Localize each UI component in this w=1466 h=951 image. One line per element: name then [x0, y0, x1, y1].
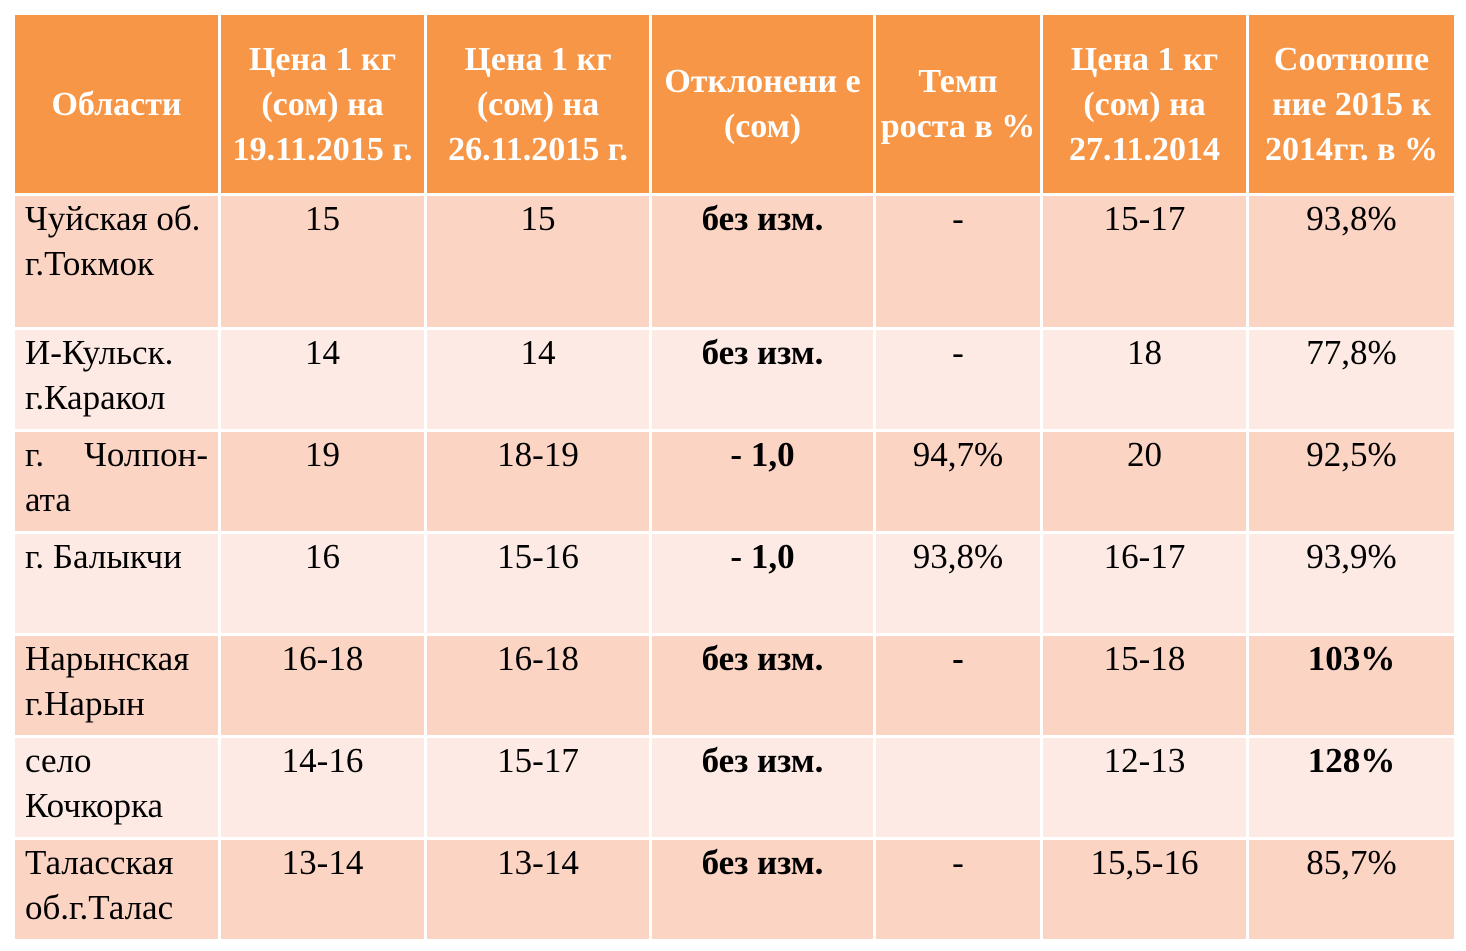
table-row: село Кочкорка 14-16 15-17 без изм. 12-13…	[12, 735, 1457, 840]
header-price-2015-11-26: Цена 1 кг (сом) на 26.11.2015 г.	[424, 12, 652, 196]
price-2015-11-19-cell: 15	[218, 193, 427, 330]
header-regions: Области	[12, 12, 221, 196]
price-2014-cell: 16-17	[1040, 531, 1249, 636]
deviation-cell: без изм.	[649, 633, 876, 738]
price-2014-cell: 20	[1040, 429, 1249, 534]
price-2014-cell: 15-17	[1040, 193, 1249, 330]
deviation-cell: без изм.	[649, 837, 876, 942]
price-2015-11-26-cell: 15-16	[424, 531, 652, 636]
deviation-cell: без изм.	[649, 193, 876, 330]
region-cell: Чуйская об. г.Токмок	[12, 193, 221, 330]
region-cell: село Кочкорка	[12, 735, 221, 840]
deviation-cell: без изм.	[649, 735, 876, 840]
price-table: Области Цена 1 кг (сом) на 19.11.2015 г.…	[12, 12, 1457, 942]
price-2015-11-19-cell: 16-18	[218, 633, 427, 738]
header-growth-rate: Темп роста в %	[873, 12, 1043, 196]
price-2014-cell: 18	[1040, 327, 1249, 432]
ratio-cell: 128%	[1246, 735, 1457, 840]
ratio-cell: 85,7%	[1246, 837, 1457, 942]
deviation-cell: - 1,0	[649, 429, 876, 534]
header-deviation: Отклонени е (сом)	[649, 12, 876, 196]
price-2015-11-26-cell: 13-14	[424, 837, 652, 942]
table-row: г. Балыкчи 16 15-16 - 1,0 93,8% 16-17 93…	[12, 531, 1457, 636]
ratio-cell: 93,8%	[1246, 193, 1457, 330]
price-2015-11-19-cell: 19	[218, 429, 427, 534]
price-2015-11-26-cell: 15-17	[424, 735, 652, 840]
price-2015-11-26-cell: 14	[424, 327, 652, 432]
ratio-cell: 92,5%	[1246, 429, 1457, 534]
ratio-cell: 77,8%	[1246, 327, 1457, 432]
deviation-cell: без изм.	[649, 327, 876, 432]
price-table-container: Области Цена 1 кг (сом) на 19.11.2015 г.…	[12, 12, 1457, 942]
price-2014-cell: 15-18	[1040, 633, 1249, 738]
growth-rate-cell: 94,7%	[873, 429, 1043, 534]
price-2015-11-19-cell: 14-16	[218, 735, 427, 840]
price-2015-11-19-cell: 16	[218, 531, 427, 636]
region-cell: г. Чолпон-ата	[12, 429, 221, 534]
price-2015-11-26-cell: 16-18	[424, 633, 652, 738]
header-row: Области Цена 1 кг (сом) на 19.11.2015 г.…	[12, 12, 1457, 196]
region-cell: г. Балыкчи	[12, 531, 221, 636]
region-cell: Нарынская г.Нарын	[12, 633, 221, 738]
price-2014-cell: 15,5-16	[1040, 837, 1249, 942]
header-price-2014-11-27: Цена 1 кг (сом) на 27.11.2014	[1040, 12, 1249, 196]
growth-rate-cell: -	[873, 633, 1043, 738]
price-2015-11-26-cell: 18-19	[424, 429, 652, 534]
price-2015-11-19-cell: 13-14	[218, 837, 427, 942]
price-2015-11-19-cell: 14	[218, 327, 427, 432]
growth-rate-cell	[873, 735, 1043, 840]
region-cell: И-Кульск. г.Каракол	[12, 327, 221, 432]
growth-rate-cell: -	[873, 837, 1043, 942]
header-ratio-2015-2014: Соотноше ние 2015 к 2014гг. в %	[1246, 12, 1457, 196]
ratio-cell: 93,9%	[1246, 531, 1457, 636]
price-2015-11-26-cell: 15	[424, 193, 652, 330]
deviation-cell: - 1,0	[649, 531, 876, 636]
header-price-2015-11-19: Цена 1 кг (сом) на 19.11.2015 г.	[218, 12, 427, 196]
table-row: Чуйская об. г.Токмок 15 15 без изм. - 15…	[12, 193, 1457, 330]
table-row: Нарынская г.Нарын 16-18 16-18 без изм. -…	[12, 633, 1457, 738]
ratio-cell: 103%	[1246, 633, 1457, 738]
growth-rate-cell: -	[873, 193, 1043, 330]
region-cell: Таласская об.г.Талас	[12, 837, 221, 942]
table-row: И-Кульск. г.Каракол 14 14 без изм. - 18 …	[12, 327, 1457, 432]
price-2014-cell: 12-13	[1040, 735, 1249, 840]
growth-rate-cell: -	[873, 327, 1043, 432]
growth-rate-cell: 93,8%	[873, 531, 1043, 636]
table-row: г. Чолпон-ата 19 18-19 - 1,0 94,7% 20 92…	[12, 429, 1457, 534]
table-row: Таласская об.г.Талас 13-14 13-14 без изм…	[12, 837, 1457, 942]
